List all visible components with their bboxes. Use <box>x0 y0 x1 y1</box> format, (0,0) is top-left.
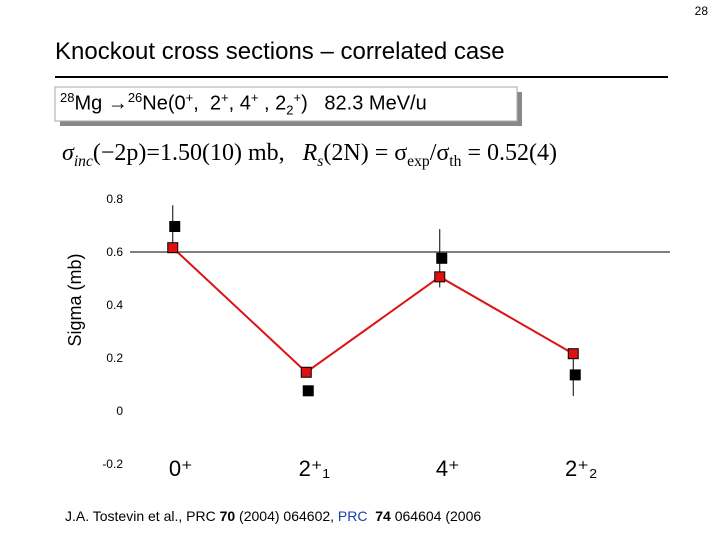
text-part: , 2 <box>258 92 287 115</box>
marker <box>434 271 446 283</box>
marker <box>302 385 314 397</box>
text-part: σ <box>62 140 74 166</box>
marker <box>167 242 179 254</box>
y-tick-label: -0.2 <box>102 457 123 471</box>
y-tick-label: 0.6 <box>106 245 123 259</box>
text-part: , 2 <box>193 92 222 115</box>
subtitle: 28Mg →26Ne(0+, 2+, 4+ , 22+) 82.3 MeV/u <box>60 90 427 118</box>
text-part: + <box>293 90 302 105</box>
text-part: + <box>221 90 229 105</box>
text-part: J.A. Tostevin et al., PRC <box>65 508 220 524</box>
y-tick-label: 0 <box>116 404 123 418</box>
x-tick-label: 0⁺ <box>169 456 193 481</box>
text-part: (−2p)=1.50(10) mb, <box>92 140 303 166</box>
formula: σinc(−2p)=1.50(10) mb, Rs(2N) = σexp/σth… <box>62 140 557 171</box>
text-part: 26 <box>127 90 143 105</box>
text-part: Mg → <box>74 92 128 115</box>
text-part: PRC <box>337 508 376 524</box>
text-part: R <box>302 140 318 166</box>
text-part: + <box>185 90 194 105</box>
slide-title: Knockout cross sections – correlated cas… <box>55 38 505 65</box>
text-part: /σ <box>429 140 450 166</box>
x-tick-label: 4⁺ <box>436 456 460 481</box>
text-part: exp <box>407 152 430 170</box>
marker <box>567 348 579 360</box>
y-tick-label: 0.8 <box>106 192 123 206</box>
x-tick-label: 2⁺₁ <box>299 456 330 481</box>
text-part: th <box>449 152 462 170</box>
text-part: ) 82.3 MeV/u <box>301 92 427 115</box>
subtitle-box <box>54 86 518 122</box>
text-part: (2004) 064602, <box>235 508 338 524</box>
text-part: (2N) = σ <box>323 140 408 166</box>
text-part: 74 <box>375 508 391 524</box>
text-part: = 0.52(4) <box>461 140 557 166</box>
x-tick-label: 2⁺₂ <box>565 456 597 481</box>
text-part: 70 <box>219 508 236 524</box>
marker <box>300 366 312 378</box>
text-part: Ne(0 <box>142 92 186 115</box>
page-number: 28 <box>695 4 709 18</box>
marker <box>436 252 448 264</box>
text-part: 2 <box>286 102 294 118</box>
text-part: 064604 (2006 <box>390 508 482 524</box>
text-part: + <box>250 90 259 105</box>
y-axis-label: Sigma (mb) <box>65 253 85 346</box>
y-tick-label: 0.2 <box>106 351 123 365</box>
text-part: s <box>317 152 324 170</box>
text-part: inc <box>73 152 93 170</box>
marker <box>169 221 181 232</box>
y-tick-label: 0.4 <box>106 298 123 312</box>
reference: J.A. Tostevin et al., PRC 70 (2004) 0646… <box>65 508 481 524</box>
series-line <box>172 246 574 374</box>
marker <box>569 369 581 381</box>
text-part: , 4 <box>228 92 251 115</box>
text-part: 28 <box>60 90 75 105</box>
